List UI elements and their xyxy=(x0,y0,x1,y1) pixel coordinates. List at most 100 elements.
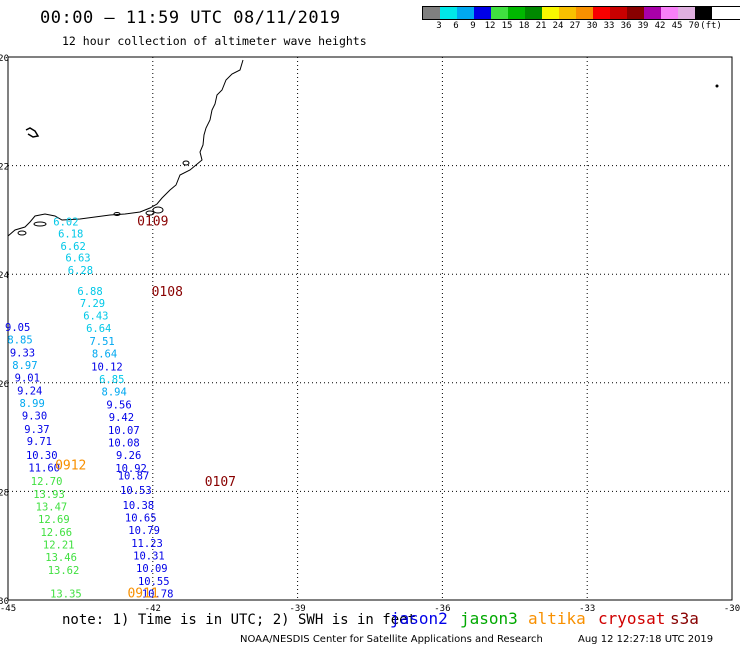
swh-value: 6.63 xyxy=(65,253,90,265)
legend-swatch xyxy=(644,7,661,19)
longitude-label: -33 xyxy=(579,604,595,614)
swh-value: 11.23 xyxy=(131,538,163,550)
legend-label: (ft) xyxy=(700,21,722,31)
swh-value: 6.62 xyxy=(61,241,86,253)
legend-swatch xyxy=(593,7,610,19)
legend-swatch xyxy=(627,7,644,19)
swh-value: 7.51 xyxy=(89,336,114,348)
note-text: note: 1) Time is in UTC; 2) SWH is in fe… xyxy=(62,612,417,628)
longitude-label: -45 xyxy=(0,604,16,614)
legend-label: 12 xyxy=(484,21,496,31)
legend-swatch xyxy=(508,7,525,19)
swh-value: 10.65 xyxy=(125,512,157,524)
legend-swatch xyxy=(695,7,712,19)
footer-timestamp: Aug 12 12:27:18 UTC 2019 xyxy=(578,634,714,645)
swh-value: 13.47 xyxy=(36,501,68,513)
swh-value: 11.60 xyxy=(28,462,60,474)
longitude-label: -30 xyxy=(724,604,740,614)
legend-swatch xyxy=(474,7,491,19)
island xyxy=(715,84,719,88)
swh-value: 13.62 xyxy=(48,565,80,577)
swh-value: 8.94 xyxy=(102,386,127,398)
swh-value: 13.93 xyxy=(33,489,65,501)
legend-label: 70 xyxy=(688,21,700,31)
longitude-label: -36 xyxy=(434,604,450,614)
legend-swatch xyxy=(576,7,593,19)
legend-label: 18 xyxy=(518,21,530,31)
legend-swatch xyxy=(678,7,695,19)
swh-value: 10.92 xyxy=(115,463,147,475)
legend-swatch xyxy=(423,7,440,19)
color-scale-labels: 3 6 9 12 15 18 21 24 27 30 33 36 39 42 45 70 (ft) xyxy=(422,20,740,34)
island xyxy=(152,206,164,214)
swh-value: 10.38 xyxy=(123,500,155,512)
swh-value: 9.01 xyxy=(15,373,40,385)
legend-label: 39 xyxy=(637,21,649,31)
swh-value: 13.46 xyxy=(45,552,77,564)
legend-label: 24 xyxy=(552,21,564,31)
swh-value: 9.26 xyxy=(116,450,141,462)
swh-value: 8.97 xyxy=(12,360,37,372)
legend-swatch xyxy=(661,7,678,19)
swh-value: 10.08 xyxy=(108,437,140,449)
legend-label: 42 xyxy=(654,21,666,31)
swh-value: 12.21 xyxy=(43,539,75,551)
swh-value: 12.69 xyxy=(38,514,70,526)
map-frame xyxy=(7,56,733,601)
satellite-name-cryosat: cryosat xyxy=(598,609,666,628)
legend-swatch xyxy=(610,7,627,19)
swh-value: 9.33 xyxy=(10,348,35,360)
island xyxy=(17,230,27,236)
swh-value: 6.18 xyxy=(58,228,83,240)
legend-swatch xyxy=(559,7,576,19)
color-scale-legend: 3 6 9 12 15 18 21 24 27 30 33 36 39 42 45 70 (ft) xyxy=(422,6,740,34)
swh-value: 9.37 xyxy=(24,424,49,436)
color-scale-swatches xyxy=(422,6,740,20)
swh-value: 8.85 xyxy=(7,335,32,347)
legend-swatch xyxy=(457,7,474,19)
swh-value: 10.55 xyxy=(138,576,170,588)
satellite-name-s3a: s3a xyxy=(670,609,699,628)
legend-swatch xyxy=(542,7,559,19)
satellite-name-altika: altika xyxy=(528,609,586,628)
track-id-label: 0911 xyxy=(127,586,158,601)
swh-value: 9.56 xyxy=(106,399,131,411)
swh-value: 10.53 xyxy=(120,485,152,497)
island xyxy=(33,221,47,227)
swh-value: 10.78 xyxy=(142,588,174,600)
legend-label: 45 xyxy=(671,21,683,31)
swh-value: 12.66 xyxy=(40,527,72,539)
swh-value: 6.28 xyxy=(68,265,93,277)
swh-value: 6.64 xyxy=(86,323,111,335)
swh-value: 6.85 xyxy=(99,374,124,386)
island xyxy=(25,127,40,138)
latitude-label: -24 xyxy=(0,271,9,281)
coastline xyxy=(7,59,244,237)
island xyxy=(113,212,121,216)
legend-label: 3 xyxy=(436,21,442,31)
track-id-label: 0107 xyxy=(205,475,236,490)
track-id-label: 0109 xyxy=(137,214,168,229)
swh-value: 10.12 xyxy=(91,361,123,373)
swh-value: 8.99 xyxy=(19,398,44,410)
satellite-name-jason2: jason2 xyxy=(390,609,448,628)
swh-value: 12.70 xyxy=(31,476,63,488)
island xyxy=(145,210,155,216)
footer-credit: NOAA/NESDIS Center for Satellite Applica… xyxy=(240,634,543,645)
legend-label: 21 xyxy=(535,21,547,31)
legend-swatch xyxy=(440,7,457,19)
swh-value: 9.24 xyxy=(17,386,42,398)
track-id-label: 0912 xyxy=(55,459,86,474)
latitude-label: -28 xyxy=(0,488,9,498)
swh-value: 8.64 xyxy=(92,348,117,360)
swh-value: 10.79 xyxy=(128,525,160,537)
track-id-label: 0108 xyxy=(152,285,183,300)
legend-label: 15 xyxy=(501,21,513,31)
chart-subtitle: 12 hour collection of altimeter wave hei… xyxy=(62,34,367,48)
swh-value: 10.87 xyxy=(118,470,150,482)
latitude-label: -20 xyxy=(0,54,9,64)
legend-label: 36 xyxy=(620,21,632,31)
legend-label: 33 xyxy=(603,21,615,31)
latitude-label: -26 xyxy=(0,380,9,390)
